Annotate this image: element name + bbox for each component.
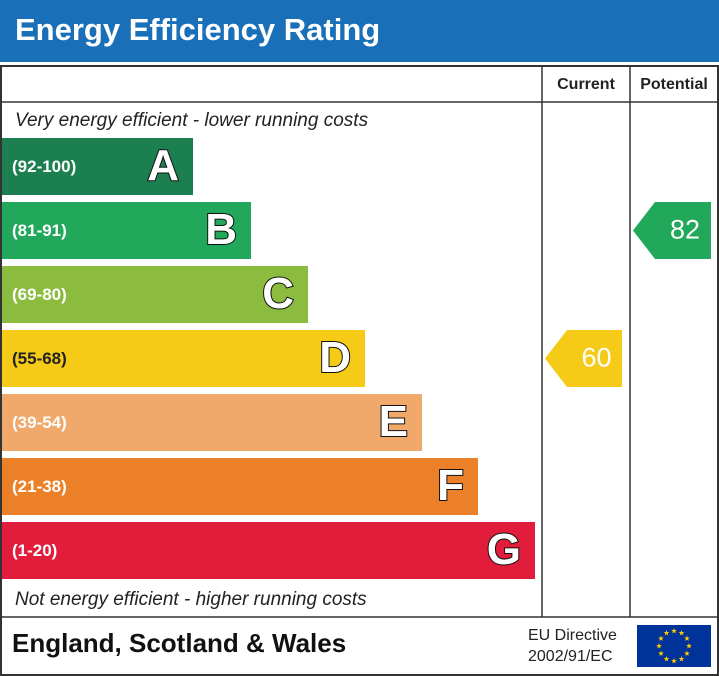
eu-stars <box>656 628 692 664</box>
band-bar <box>2 266 308 323</box>
band-range: (21-38) <box>12 477 67 496</box>
directive: 2002/91/EC <box>528 648 613 665</box>
eu-star <box>663 630 670 636</box>
rating-arrow <box>545 330 622 387</box>
frame <box>0 65 719 676</box>
rating-value: 60 <box>581 343 611 373</box>
eu-star <box>663 655 670 662</box>
eu-star <box>671 628 677 634</box>
band-bar <box>2 202 251 259</box>
band-bar <box>2 458 478 515</box>
column-header: Potential <box>640 76 708 93</box>
band-letter: B <box>205 205 237 254</box>
title: Energy Efficiency Rating <box>15 12 380 47</box>
band-range: (92-100) <box>12 157 76 176</box>
eu-star <box>658 650 664 656</box>
eu-star <box>658 635 664 641</box>
top-note: Very energy efficient - lower running co… <box>15 110 369 131</box>
band-bar <box>2 394 422 451</box>
header-bar <box>0 0 719 62</box>
rating-arrow <box>633 202 711 259</box>
band-range: (55-68) <box>12 349 67 368</box>
region: England, Scotland & Wales <box>12 628 346 658</box>
band-letter: F <box>437 461 464 510</box>
column-header: Current <box>557 76 615 93</box>
band-bar <box>2 330 365 387</box>
rating-value: 82 <box>670 215 700 245</box>
band-range: (81-91) <box>12 221 67 240</box>
eu-star <box>684 650 690 656</box>
band-letter: E <box>379 397 408 446</box>
band-bar <box>2 522 535 579</box>
eu-star <box>678 655 685 662</box>
band-letter: A <box>147 141 179 190</box>
band-bar <box>2 138 193 195</box>
eu-star <box>684 635 690 641</box>
eu-star <box>656 643 662 649</box>
eu-star <box>686 643 692 649</box>
band-letter: G <box>487 525 521 574</box>
eu-star <box>671 658 677 664</box>
directive: EU Directive <box>528 627 617 644</box>
band-range: (1-20) <box>12 541 57 560</box>
bottom-note: Not energy efficient - higher running co… <box>15 589 367 610</box>
band-letter: C <box>262 269 294 318</box>
band-letter: D <box>319 333 351 382</box>
band-range: (69-80) <box>12 285 67 304</box>
eu-star <box>678 630 685 636</box>
band-range: (39-54) <box>12 413 67 432</box>
